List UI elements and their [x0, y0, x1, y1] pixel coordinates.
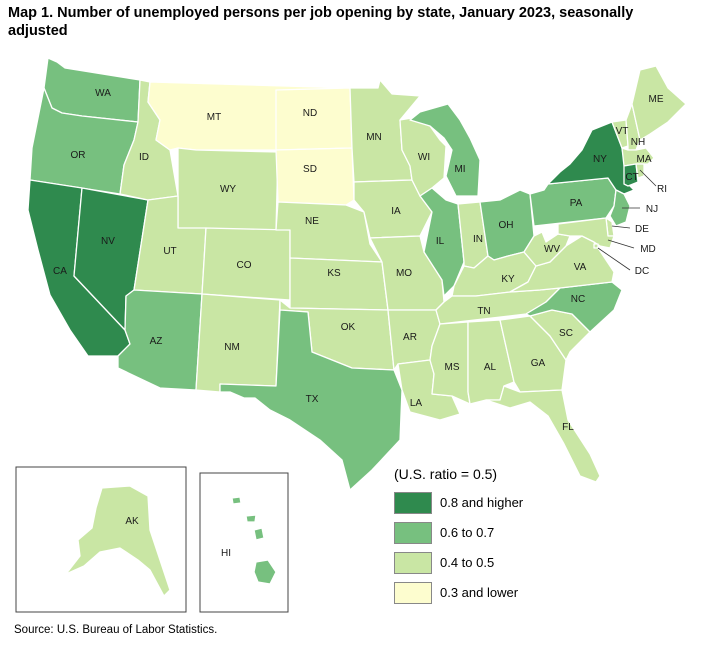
- svg-text:TX: TX: [306, 394, 319, 405]
- svg-text:MO: MO: [396, 268, 412, 279]
- svg-text:UT: UT: [163, 246, 176, 257]
- map-title: Map 1. Number of unemployed persons per …: [8, 5, 634, 39]
- legend-swatch-1: [394, 521, 432, 544]
- state-NJ: [609, 189, 631, 227]
- svg-text:CA: CA: [53, 266, 67, 277]
- svg-text:MT: MT: [207, 112, 221, 123]
- svg-text:CT: CT: [625, 172, 638, 183]
- svg-text:SD: SD: [303, 164, 317, 175]
- state-AK: [65, 485, 171, 597]
- state-CT: [623, 163, 639, 187]
- svg-text:SC: SC: [559, 328, 573, 339]
- svg-text:NY: NY: [593, 154, 607, 165]
- svg-text:AK: AK: [125, 516, 139, 527]
- svg-text:IA: IA: [391, 206, 401, 217]
- svg-text:IL: IL: [436, 236, 445, 247]
- svg-text:KY: KY: [501, 274, 515, 285]
- state-ME: [631, 65, 687, 141]
- svg-text:MI: MI: [454, 164, 465, 175]
- svg-text:MA: MA: [637, 154, 652, 165]
- svg-text:WY: WY: [220, 184, 236, 195]
- svg-text:MS: MS: [445, 362, 460, 373]
- svg-text:AZ: AZ: [150, 336, 163, 347]
- svg-text:LA: LA: [410, 398, 423, 409]
- svg-text:NC: NC: [571, 294, 585, 305]
- legend-label-3: 0.3 and lower: [440, 585, 519, 600]
- legend-swatch-0: [394, 491, 432, 514]
- state-KS: [289, 257, 389, 311]
- legend-label-1: 0.6 to 0.7: [440, 525, 495, 540]
- legend-item-2: 0.4 to 0.5: [394, 551, 523, 574]
- svg-text:VT: VT: [616, 126, 629, 137]
- svg-text:GA: GA: [531, 358, 546, 369]
- svg-text:CO: CO: [237, 260, 252, 271]
- svg-text:TN: TN: [477, 306, 490, 317]
- svg-text:IN: IN: [473, 234, 483, 245]
- svg-text:ND: ND: [303, 108, 317, 119]
- svg-text:AR: AR: [403, 332, 417, 343]
- svg-text:NE: NE: [305, 216, 319, 227]
- svg-text:NV: NV: [101, 236, 115, 247]
- svg-text:ID: ID: [139, 152, 149, 163]
- map-legend: (U.S. ratio = 0.5) 0.8 and higher 0.6 to…: [394, 466, 523, 611]
- svg-text:AL: AL: [484, 362, 497, 373]
- svg-text:NJ: NJ: [646, 204, 658, 215]
- state-ND: [275, 87, 353, 151]
- state-MI: [409, 103, 481, 197]
- svg-text:KS: KS: [327, 268, 341, 279]
- svg-text:NM: NM: [224, 342, 240, 353]
- svg-text:ME: ME: [649, 94, 664, 105]
- svg-text:MD: MD: [640, 244, 656, 255]
- svg-text:OK: OK: [341, 322, 356, 333]
- svg-text:VA: VA: [574, 262, 587, 273]
- svg-text:DE: DE: [635, 224, 649, 235]
- svg-text:WV: WV: [544, 244, 560, 255]
- hawaii-inset-frame: [199, 472, 289, 613]
- hawaii-islands: [231, 496, 277, 585]
- svg-text:PA: PA: [570, 198, 583, 209]
- svg-text:OR: OR: [71, 150, 86, 161]
- svg-text:FL: FL: [562, 422, 574, 433]
- svg-text:RI: RI: [657, 184, 667, 195]
- legend-item-1: 0.6 to 0.7: [394, 521, 523, 544]
- svg-text:MN: MN: [366, 132, 382, 143]
- legend-swatch-2: [394, 551, 432, 574]
- state-TX: [219, 309, 403, 491]
- legend-label-0: 0.8 and higher: [440, 495, 524, 510]
- legend-item-3: 0.3 and lower: [394, 581, 523, 604]
- svg-text:WA: WA: [95, 88, 111, 99]
- state-RI: [635, 163, 645, 179]
- state-labels: WA OR CA NV ID MT WY UT AZ CO NM ND SD N…: [53, 88, 667, 559]
- svg-text:OH: OH: [499, 220, 514, 231]
- state-FL: [485, 385, 601, 483]
- state-MD: [557, 217, 615, 249]
- svg-text:WI: WI: [418, 152, 430, 163]
- state-SD: [275, 147, 355, 206]
- label-leader-lines: [597, 169, 657, 271]
- legend-label-2: 0.4 to 0.5: [440, 555, 495, 570]
- state-DC: [593, 243, 599, 249]
- legend-swatch-3: [394, 581, 432, 604]
- source-note: Source: U.S. Bureau of Labor Statistics.: [14, 624, 218, 636]
- legend-title: (U.S. ratio = 0.5): [394, 466, 498, 482]
- svg-text:NH: NH: [631, 137, 645, 148]
- svg-text:HI: HI: [221, 548, 231, 559]
- legend-item-0: 0.8 and higher: [394, 491, 523, 514]
- svg-text:DC: DC: [635, 266, 649, 277]
- state-NC: [525, 281, 623, 333]
